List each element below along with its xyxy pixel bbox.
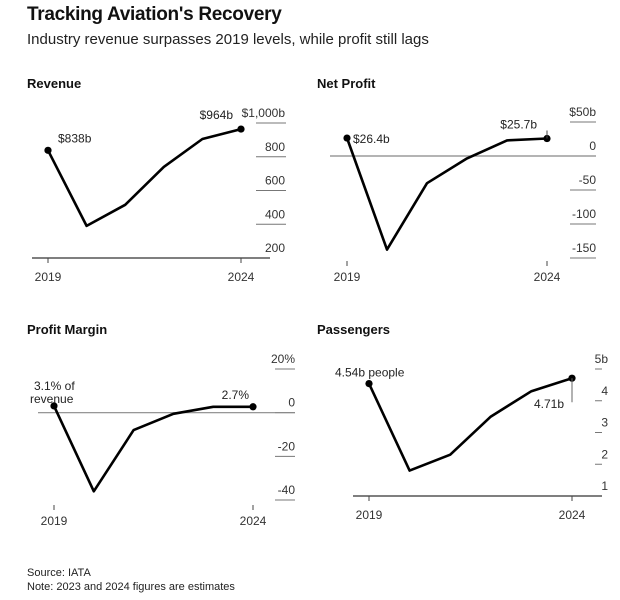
y-tick-label: $50b (569, 105, 596, 119)
y-tick-label: $1,000b (242, 106, 286, 120)
endpoint-marker (237, 125, 245, 133)
y-tick-label: 800 (265, 140, 285, 154)
annotation-start-line1: 3.1% of (34, 379, 75, 393)
y-tick-label: 2 (601, 447, 608, 461)
endpoint-marker (365, 380, 373, 388)
series-line (367, 376, 573, 472)
page-subtitle: Industry revenue surpasses 2019 levels, … (27, 31, 429, 48)
chart-panel-profit-margin: Profit Margin -40 -20 0 20% 2019 2024 3.1% ofre… (27, 322, 295, 528)
x-tick-label: 2019 (356, 508, 383, 522)
endpoint-marker (249, 403, 257, 411)
x-tick-label: 2019 (334, 270, 361, 284)
footer: Source: IATA Note: 2023 and 2024 figures… (27, 566, 235, 594)
annotation-end: $25.7b (500, 118, 537, 132)
chart-title: Profit Margin (27, 322, 107, 337)
chart-title: Passengers (317, 322, 390, 337)
source-note: Source: IATA (27, 567, 91, 579)
x-tick-label: 2024 (240, 514, 267, 528)
x-tick-label: 2019 (35, 270, 62, 284)
y-tick-label: 4 (601, 384, 608, 398)
y-tick-label: 0 (288, 396, 295, 410)
endpoint-marker (343, 134, 351, 142)
annotation-start: $838b (58, 131, 92, 145)
endpoint-marker (44, 146, 52, 154)
estimate-note: Note: 2023 and 2024 figures are estimate… (27, 581, 235, 593)
annotation-start: 4.54b people (335, 366, 405, 380)
x-tick-label: 2024 (228, 270, 255, 284)
annotation-end: $964b (200, 108, 234, 122)
y-tick-label: -50 (579, 173, 597, 187)
y-tick-label: 5b (595, 352, 609, 366)
y-tick-label: 0 (589, 139, 596, 153)
y-tick-label: 3 (601, 416, 608, 430)
annotation-end: 2.7% (222, 388, 250, 402)
chart-title: Net Profit (317, 76, 376, 91)
x-tick-label: 2019 (41, 514, 68, 528)
y-tick-label: 400 (265, 207, 285, 221)
y-tick-label: 20% (271, 352, 295, 366)
chart-title: Revenue (27, 76, 81, 91)
x-tick-label: 2024 (534, 270, 561, 284)
y-tick-label: -40 (278, 483, 296, 497)
y-tick-label: -20 (278, 439, 296, 453)
series-line (345, 137, 548, 251)
series-line (46, 127, 242, 228)
annotation-start-line2: revenue (30, 392, 74, 406)
y-tick-label: 1 (601, 479, 608, 493)
y-tick-label: -150 (572, 241, 596, 255)
page-title: Tracking Aviation's Recovery (27, 4, 282, 25)
chart-panel-passengers: Passengers 1 2 3 4 5b 2019 2024 4.54b people 4.71… (317, 322, 608, 522)
x-tick-label: 2024 (559, 508, 586, 522)
y-tick-label: 600 (265, 174, 285, 188)
y-tick-label: 200 (265, 241, 285, 255)
chart-panel-revenue: Revenue 200 400 600 800 $1,000b 2019 2024 $838b $… (27, 76, 286, 284)
series-line (52, 405, 253, 493)
y-tick-label: -100 (572, 207, 596, 221)
annotation-end: 4.71b (534, 397, 564, 411)
endpoint-marker (50, 402, 58, 410)
annotation-start: $26.4b (353, 132, 390, 146)
chart-panel-net-profit: Net Profit -150 -100 -50 0 $50b 2019 2024 $26.4b… (317, 76, 596, 284)
